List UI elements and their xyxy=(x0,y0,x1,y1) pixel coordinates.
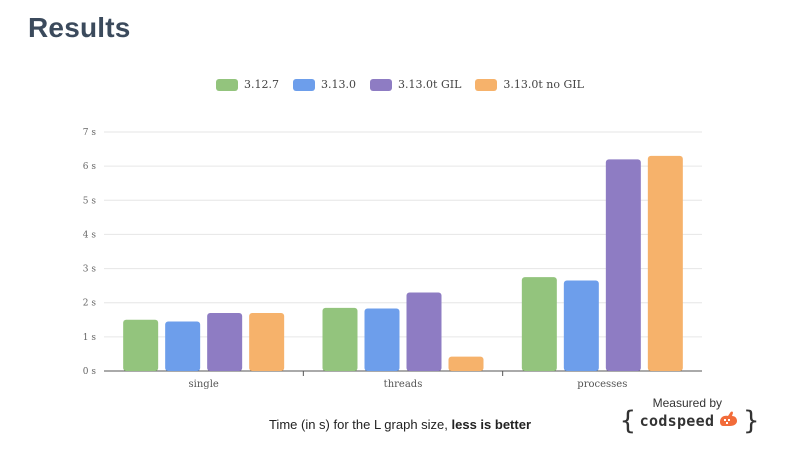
legend-item[interactable]: 3.13.0t no GIL xyxy=(475,78,584,91)
codspeed-logo: { codspeed } xyxy=(620,408,759,434)
y-tick-label: 0 s xyxy=(83,367,97,377)
bar-processes-3.13.0t-no-GIL xyxy=(647,155,683,371)
y-tick-label: 6 s xyxy=(83,162,97,172)
legend-label: 3.13.0t GIL xyxy=(398,78,462,91)
y-tick-label: 5 s xyxy=(83,196,97,206)
bar-single-3.12.7 xyxy=(123,319,159,371)
x-category-label: processes xyxy=(577,379,627,390)
y-tick-label: 1 s xyxy=(83,333,97,343)
bar-threads-3.13.0 xyxy=(364,308,400,371)
legend-label: 3.13.0t no GIL xyxy=(503,78,584,91)
bar-single-3.13.0t-no-GIL xyxy=(249,312,285,371)
bar-threads-3.13.0t-GIL xyxy=(406,292,442,371)
legend-item[interactable]: 3.13.0 xyxy=(293,78,356,91)
legend-label: 3.12.7 xyxy=(244,78,280,91)
legend-item[interactable]: 3.13.0t GIL xyxy=(370,78,461,91)
legend-item[interactable]: 3.12.7 xyxy=(216,78,279,91)
x-category-label: single xyxy=(189,379,219,390)
legend-label: 3.13.0 xyxy=(321,78,357,91)
legend-swatch xyxy=(370,78,393,91)
caption-emphasis: less is better xyxy=(451,417,532,432)
legend-swatch xyxy=(475,78,498,91)
page-title: Results xyxy=(28,12,131,43)
bar-processes-3.13.0t-GIL xyxy=(605,159,641,371)
chart-caption: Time (in s) for the L graph size, less i… xyxy=(0,417,800,432)
chart-legend: 3.12.7 3.13.0 3.13.0t GIL 3.13.0t no GIL xyxy=(0,78,800,91)
caption-text: Time (in s) for the L graph size, xyxy=(268,417,452,432)
y-tick-label: 3 s xyxy=(83,265,97,275)
bar-processes-3.13.0 xyxy=(563,280,599,371)
logo-close-brace: } xyxy=(743,406,759,436)
y-tick-label: 7 s xyxy=(83,128,97,138)
x-category-label: threads xyxy=(384,379,423,390)
logo-open-brace: { xyxy=(620,406,636,436)
bar-threads-3.12.7 xyxy=(322,307,358,371)
bar-processes-3.12.7 xyxy=(521,277,557,371)
bar-single-3.13.0t-GIL xyxy=(207,312,243,371)
y-tick-label: 4 s xyxy=(83,230,97,240)
y-tick-label: 2 s xyxy=(83,299,97,309)
bar-threads-3.13.0t-no-GIL xyxy=(448,356,484,371)
logo-wordmark: codspeed xyxy=(639,412,715,430)
legend-swatch xyxy=(293,78,316,91)
bar-single-3.13.0 xyxy=(165,321,201,371)
rabbit-icon xyxy=(718,410,740,432)
legend-swatch xyxy=(216,78,239,91)
measured-by-label: Measured by xyxy=(652,396,722,410)
